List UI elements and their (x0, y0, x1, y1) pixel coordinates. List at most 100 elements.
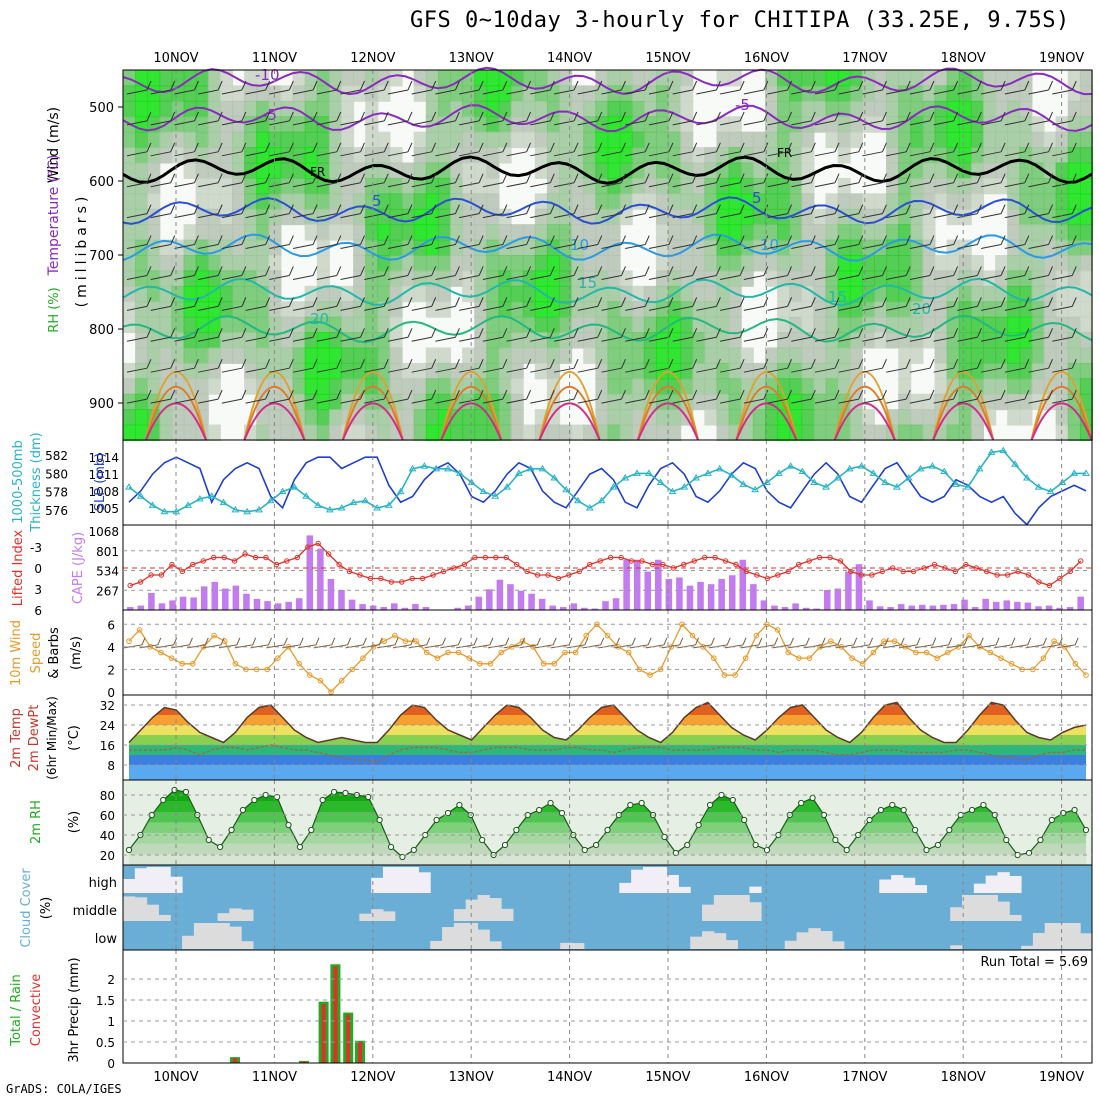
wind-barb (720, 297, 745, 311)
rh-cell (268, 424, 282, 441)
cape-bar (528, 593, 535, 610)
cloud-cell (950, 945, 963, 949)
cape-bar (718, 578, 725, 610)
wind-barb-10m (883, 637, 905, 649)
rh-cell (559, 147, 573, 164)
cape-bar (127, 607, 134, 610)
rh-cell (510, 409, 524, 426)
wind-barb (1052, 80, 1077, 95)
wind-barb (364, 142, 389, 157)
rh-cell (316, 193, 330, 210)
wind-barb (292, 235, 318, 250)
rh-cell (571, 224, 585, 241)
thickness-point (479, 487, 488, 495)
rh-cell (849, 224, 863, 241)
rh-cell (316, 409, 330, 426)
contour-label: -5 (735, 96, 750, 114)
wind-barb (720, 173, 745, 188)
wind-barb (126, 111, 152, 126)
rh-cell (655, 239, 670, 256)
rh-cell (922, 409, 936, 426)
rh-cell (982, 362, 997, 380)
rh-cell (692, 255, 706, 272)
rh-cell (292, 131, 306, 149)
wind-barb (791, 358, 816, 373)
thickness-point (1070, 469, 1079, 476)
rh-cell (1007, 224, 1021, 241)
lifted-point (952, 568, 959, 575)
wind-point (732, 672, 738, 678)
rh-cell (910, 424, 924, 441)
wind-barb-10m (329, 637, 352, 649)
thickness-point (207, 492, 216, 499)
rh-cell (389, 332, 403, 349)
wind-barb (269, 111, 294, 126)
wind-barb-10m (914, 637, 937, 649)
wind-point (870, 649, 877, 656)
contour-label: 5 (752, 189, 762, 207)
lifted-point (325, 551, 332, 557)
rh-cell (680, 224, 694, 241)
rh-cell (450, 224, 464, 241)
rh-cell (474, 347, 488, 364)
rh-cell (183, 239, 197, 256)
rh-cell (958, 301, 972, 318)
cape-bar (327, 578, 335, 610)
rh-point (479, 836, 486, 844)
rh-point (968, 806, 976, 814)
rh-cell (861, 193, 875, 210)
wind-barb (767, 297, 793, 311)
temp-tick-label: 32 (100, 699, 115, 713)
lifted-point (513, 561, 520, 568)
rh-cell (135, 131, 149, 149)
rh-cell (728, 239, 742, 256)
lifted-point (1057, 575, 1063, 582)
rh-cell (607, 100, 621, 118)
contour-label: 20 (310, 310, 329, 328)
rh-cell (437, 177, 452, 195)
wind-barb (482, 389, 508, 404)
rh-point (912, 826, 919, 834)
rh-cell (353, 424, 367, 441)
rh-cell (401, 224, 415, 241)
rh-cell (680, 193, 694, 210)
rh-cell (995, 177, 1009, 195)
thickness-point (727, 471, 736, 478)
series-line-2m-dewpt (129, 744, 1086, 764)
rh-cell (486, 347, 500, 364)
rh-cell (498, 85, 512, 102)
rh-cell (244, 70, 258, 87)
wind-barb (245, 111, 271, 126)
rh-cell (559, 347, 573, 364)
lifted-point (816, 554, 823, 561)
wind-barb (672, 358, 698, 373)
rh-cell (898, 378, 912, 395)
wind-barb (981, 328, 1006, 342)
rh-cell (704, 270, 718, 287)
wind-barb (269, 142, 294, 157)
rh-cell (728, 208, 742, 226)
rh-cell (207, 224, 221, 241)
wind-barb (767, 142, 793, 157)
thickness-point (361, 496, 370, 504)
rh-point (387, 843, 395, 851)
rh-cell (462, 100, 476, 118)
lifted-point (357, 572, 363, 578)
rh-cell (486, 378, 500, 395)
wind-barb (791, 328, 816, 342)
wind-barb (862, 266, 887, 280)
rh-cell (813, 224, 827, 241)
rh-cell (244, 378, 258, 395)
rh-cell (1079, 270, 1093, 287)
rh-cell (946, 70, 960, 87)
rh-cell (1043, 224, 1057, 241)
rh-cell (474, 378, 488, 395)
wind-barb (957, 142, 982, 157)
rh-cell (425, 131, 439, 149)
wind-barb (886, 111, 911, 126)
rh-cell (207, 332, 221, 349)
rh-cell (680, 239, 694, 256)
rh-cell (801, 193, 815, 210)
rh-cell (437, 347, 452, 364)
precip-conv-axis-label: Convective (29, 974, 44, 1047)
